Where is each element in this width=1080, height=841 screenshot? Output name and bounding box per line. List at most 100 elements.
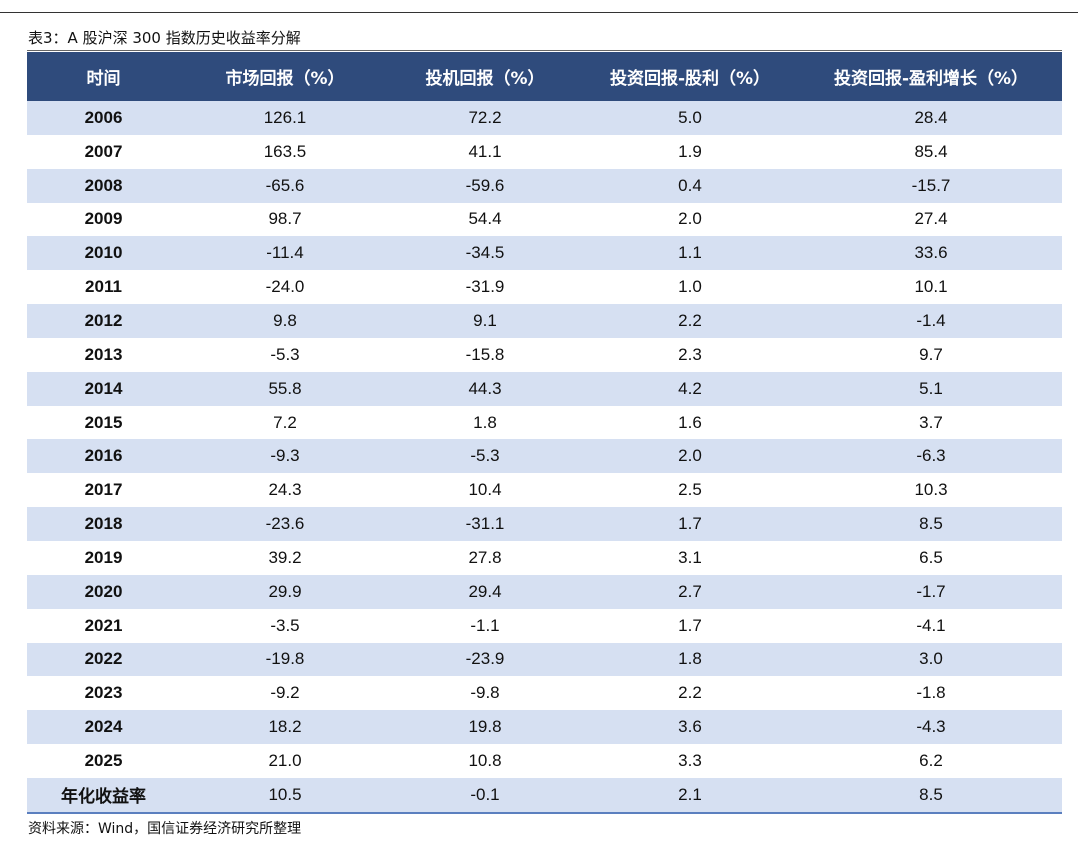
row-label: 2023 xyxy=(84,683,123,703)
cell: 55.8 xyxy=(180,371,390,406)
cell: 9.7 xyxy=(919,344,943,364)
cell: 5.0 xyxy=(580,101,800,135)
row-label: 2008 xyxy=(27,168,180,203)
cell: 9.8 xyxy=(180,304,390,338)
cell: 9.1 xyxy=(390,304,580,338)
row-label: 2016 xyxy=(27,439,180,474)
cell: 5.1 xyxy=(800,371,1062,406)
cell: -4.3 xyxy=(800,710,1062,745)
table-row: 2011 -24.0 -31.9 1.0 10.1 xyxy=(27,270,1062,304)
cell: -9.8 xyxy=(470,683,500,703)
cell: 126.1 xyxy=(180,101,390,135)
table-row: 2006 126.1 72.2 5.0 28.4 xyxy=(27,101,1062,135)
row-label: 2025 xyxy=(84,750,123,770)
row-label: 2019 xyxy=(84,547,123,567)
header-cell: 投资回报-盈利增长（%） xyxy=(800,52,1062,101)
cell: 72.2 xyxy=(390,101,580,135)
cell: 10.1 xyxy=(914,277,948,297)
cell: 3.0 xyxy=(800,642,1062,677)
row-label: 2020 xyxy=(27,574,180,609)
header-cell: 时间 xyxy=(27,52,180,101)
cell: 39.2 xyxy=(268,547,302,567)
row-label: 2007 xyxy=(84,141,123,161)
table-row: 2020 29.9 29.4 2.7 -1.7 xyxy=(27,574,1062,609)
cell: 41.1 xyxy=(468,141,502,161)
cell: 10.5 xyxy=(180,777,390,814)
table-body: 2006 126.1 72.2 5.0 28.4 2007 163.5 41.1 1.9 85.4… xyxy=(27,101,1062,814)
table-row: 2018 -23.6 -31.1 1.7 8.5 xyxy=(27,507,1062,541)
table-title: 表3：A 股沪深 300 指数历史收益率分解 xyxy=(28,29,301,47)
header-row: 时间 市场回报（%） 投机回报（%） 投资回报-股利（%） 投资回报-盈利增长（%） xyxy=(27,52,1062,101)
cell: 10.4 xyxy=(468,480,502,500)
cell: -6.3 xyxy=(800,439,1062,474)
cell: 2.0 xyxy=(580,439,800,474)
row-label: 2009 xyxy=(84,209,123,229)
cell: 27.4 xyxy=(914,209,948,229)
cell: 1.8 xyxy=(473,412,497,432)
returns-table: 时间 市场回报（%） 投机回报（%） 投资回报-股利（%） 投资回报-盈利增长（%） 2… xyxy=(27,52,1062,814)
cell: 0.4 xyxy=(580,168,800,203)
cell: -65.6 xyxy=(180,168,390,203)
cell: -31.1 xyxy=(390,507,580,541)
cell: 7.2 xyxy=(273,412,297,432)
cell: 8.5 xyxy=(800,777,1062,814)
table-row: 2015 7.2 1.8 1.6 3.7 xyxy=(27,406,1062,440)
cell: 54.4 xyxy=(468,209,502,229)
cell: -15.8 xyxy=(465,344,505,364)
cell: 2.0 xyxy=(678,209,702,229)
row-label: 2022 xyxy=(27,642,180,677)
table-row: 2021 -3.5 -1.1 1.7 -4.1 xyxy=(27,609,1062,643)
cell: 2.2 xyxy=(678,683,702,703)
cell: 3.3 xyxy=(678,750,702,770)
table-row: 2017 24.3 10.4 2.5 10.3 xyxy=(27,473,1062,507)
table-row: 2022 -19.8 -23.9 1.8 3.0 xyxy=(27,642,1062,677)
cell: 19.8 xyxy=(390,710,580,745)
table-row: 2007 163.5 41.1 1.9 85.4 xyxy=(27,135,1062,169)
cell: -19.8 xyxy=(180,642,390,677)
cell: -34.5 xyxy=(390,236,580,271)
row-label: 2006 xyxy=(27,101,180,135)
cell: 44.3 xyxy=(390,371,580,406)
row-label: 2021 xyxy=(84,615,123,635)
cell: 21.0 xyxy=(268,750,302,770)
cell: 163.5 xyxy=(263,141,307,161)
row-label: 2010 xyxy=(27,236,180,271)
cell: -31.9 xyxy=(465,277,505,297)
cell: 2.7 xyxy=(580,574,800,609)
header-cell: 投资回报-股利（%） xyxy=(580,52,800,101)
cell: -1.8 xyxy=(916,683,946,703)
cell: -1.4 xyxy=(800,304,1062,338)
cell: 98.7 xyxy=(268,209,302,229)
cell: -3.5 xyxy=(270,615,300,635)
cell: 29.9 xyxy=(180,574,390,609)
cell: 27.8 xyxy=(468,547,502,567)
cell: 85.4 xyxy=(914,141,948,161)
cell: 1.6 xyxy=(678,412,702,432)
row-label: 2024 xyxy=(27,710,180,745)
table-row: 年化收益率 10.5 -0.1 2.1 8.5 xyxy=(27,777,1062,814)
table-row: 2024 18.2 19.8 3.6 -4.3 xyxy=(27,710,1062,745)
table-row: 2023 -9.2 -9.8 2.2 -1.8 xyxy=(27,676,1062,710)
cell: -9.2 xyxy=(270,683,300,703)
cell: -1.7 xyxy=(800,574,1062,609)
cell: -59.6 xyxy=(390,168,580,203)
title-rule xyxy=(27,50,1062,51)
cell: 2.5 xyxy=(678,480,702,500)
cell: 24.3 xyxy=(268,480,302,500)
cell: 10.8 xyxy=(468,750,502,770)
row-label: 2012 xyxy=(27,304,180,338)
cell: -5.3 xyxy=(270,344,300,364)
cell: -4.1 xyxy=(916,615,946,635)
cell: 10.3 xyxy=(914,480,948,500)
header-cell: 市场回报（%） xyxy=(180,52,390,101)
cell: 1.9 xyxy=(678,141,702,161)
header-cell: 投机回报（%） xyxy=(390,52,580,101)
table-row: 2013 -5.3 -15.8 2.3 9.7 xyxy=(27,338,1062,372)
row-label: 2014 xyxy=(27,371,180,406)
table-row: 2025 21.0 10.8 3.3 6.2 xyxy=(27,744,1062,778)
cell: 6.2 xyxy=(919,750,943,770)
cell: -15.7 xyxy=(800,168,1062,203)
row-label: 2015 xyxy=(84,412,123,432)
table-row: 2012 9.8 9.1 2.2 -1.4 xyxy=(27,304,1062,338)
